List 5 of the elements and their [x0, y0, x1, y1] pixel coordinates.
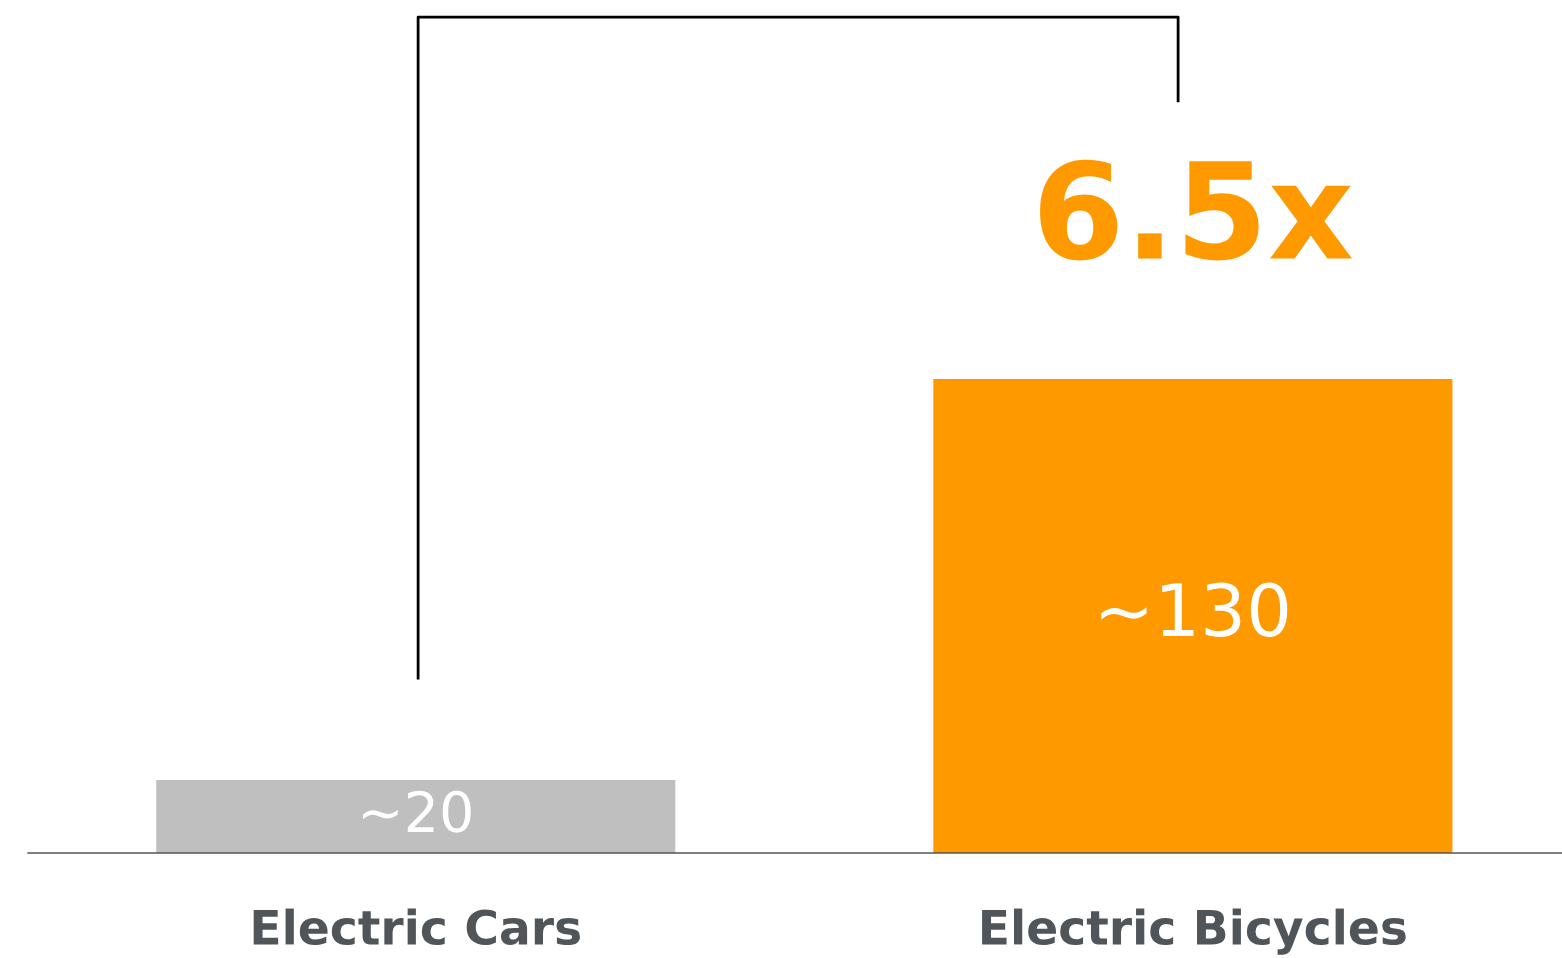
data-label: ~130: [1101, 582, 1288, 638]
x-tick-label: Electric Cars: [253, 908, 580, 946]
text: 6.5x: [1040, 159, 1352, 261]
data-label: ~20: [363, 790, 471, 833]
x-tick-label: Electric Bicycles: [982, 908, 1406, 955]
